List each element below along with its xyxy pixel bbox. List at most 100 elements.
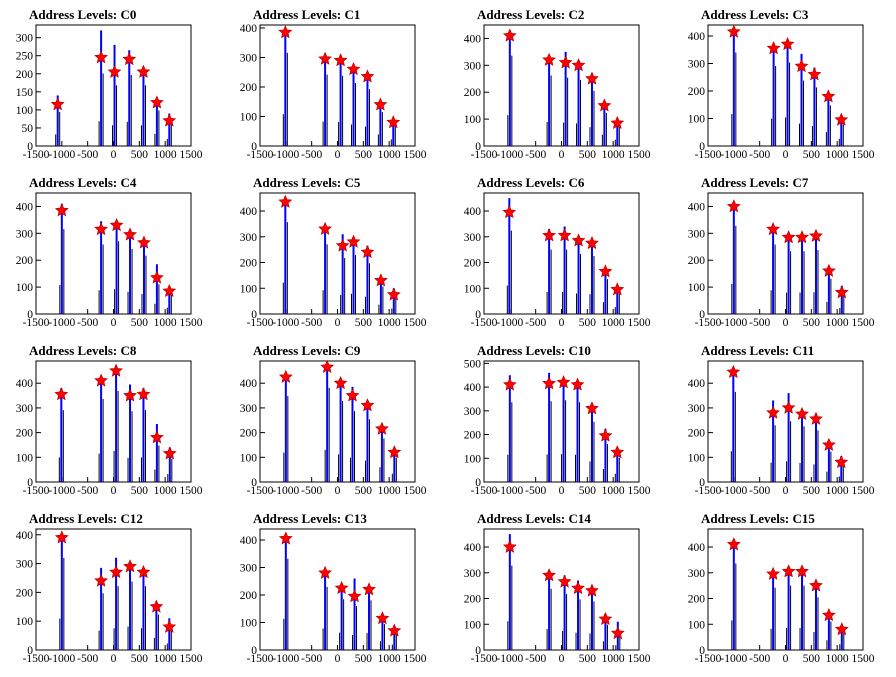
peak-marker [571, 580, 585, 595]
x-tick-label: 1000 [154, 485, 177, 497]
y-tick-label: 200 [688, 255, 706, 267]
x-tick-label: 1000 [602, 317, 625, 329]
peak-marker [726, 24, 741, 38]
peak-marker [821, 89, 836, 103]
peak-marker [94, 50, 108, 64]
x-tick-label: -1000 [496, 485, 523, 497]
panel-c8: Address Levels: C8 0 100 200 300 400 -1500-100… [16, 343, 203, 497]
x-tick-label: -1500 [695, 653, 722, 665]
x-tick-label: 500 [803, 485, 821, 497]
panel-title: Address Levels: C2 [477, 7, 584, 22]
peak-marker [585, 401, 599, 415]
peak-marker [502, 539, 517, 553]
x-tick-label: -1000 [496, 653, 523, 665]
peak-marker [109, 363, 123, 377]
peak-marker [610, 282, 625, 296]
x-tick-label: -500 [301, 653, 322, 665]
y-tick-label: 100 [240, 111, 258, 123]
x-tick-label: -500 [301, 485, 322, 497]
peak-marker [386, 115, 401, 129]
y-tick-label: 100 [240, 452, 258, 464]
x-tick-label: 1000 [826, 317, 849, 329]
peak-marker [610, 115, 625, 130]
peak-marker [318, 221, 332, 235]
y-tick-label: 300 [464, 568, 482, 580]
peak-marker [346, 234, 361, 248]
peak-marker [386, 287, 401, 301]
peak-marker [502, 377, 517, 391]
peak-marker [822, 437, 836, 451]
peak-marker [794, 58, 809, 73]
y-tick-label: 0 [251, 477, 257, 489]
panel-c7: Address Levels: C7 0 100 200 300 400 -1500-100… [688, 175, 875, 329]
y-tick-label: 400 [464, 542, 482, 554]
y-tick-label: 0 [27, 309, 33, 321]
y-tick-label: 300 [16, 228, 34, 240]
x-tick-label: 1500 [404, 485, 427, 497]
peak-marker [362, 582, 376, 596]
x-tick-label: -500 [77, 653, 98, 665]
peak-marker [162, 113, 177, 127]
x-tick-label: 0 [783, 653, 789, 665]
y-tick-label: 300 [688, 403, 706, 415]
x-tick-label: -500 [77, 149, 98, 161]
x-tick-label: -1000 [272, 149, 299, 161]
peak-marker [318, 565, 332, 579]
x-tick-label: 1500 [628, 149, 651, 161]
y-tick-label: 0 [27, 645, 33, 657]
y-tick-label: 250 [16, 51, 34, 63]
x-tick-label: -1500 [23, 149, 50, 161]
x-tick-label: -500 [525, 317, 546, 329]
x-tick-label: 500 [355, 485, 373, 497]
x-tick-label: -1500 [471, 653, 498, 665]
y-tick-label: 300 [16, 559, 34, 571]
plot-frame [35, 528, 192, 651]
panel-title: Address Levels: C9 [253, 343, 361, 358]
y-tick-label: 150 [16, 87, 34, 99]
x-tick-label: 500 [355, 653, 373, 665]
x-tick-label: 0 [559, 317, 565, 329]
y-tick-label: 100 [464, 283, 482, 295]
x-tick-label: -500 [749, 149, 770, 161]
x-tick-label: -1500 [695, 149, 722, 161]
peak-marker [387, 623, 402, 637]
peak-marker [334, 580, 349, 594]
peak-marker [375, 611, 390, 625]
y-tick-label: 100 [688, 114, 706, 126]
panel-c9: Address Levels: C9 0 100 200 300 400 -1500-100… [240, 343, 427, 497]
panel-title: Address Levels: C4 [29, 175, 137, 190]
peak-marker [123, 227, 137, 241]
peak-marker [809, 578, 823, 592]
y-tick-label: 200 [464, 258, 482, 270]
x-tick-label: -500 [77, 317, 98, 329]
y-tick-label: 400 [688, 542, 706, 554]
peak-marker [570, 377, 585, 391]
panel-c1: Address Levels: C1 0 100 200 300 400 -1500-100… [240, 7, 427, 161]
y-tick-label: 200 [240, 82, 258, 94]
peak-marker [795, 564, 809, 578]
x-tick-label: 0 [783, 149, 789, 161]
peak-marker [726, 364, 741, 378]
peak-marker [781, 230, 796, 244]
x-tick-label: 500 [131, 317, 149, 329]
y-tick-label: 200 [464, 430, 482, 442]
y-tick-label: 300 [16, 33, 34, 45]
y-tick-label: 300 [16, 403, 34, 415]
peak-marker [795, 230, 809, 244]
x-tick-label: 1000 [378, 485, 401, 497]
x-tick-label: -1000 [496, 317, 523, 329]
x-tick-label: 1500 [404, 653, 427, 665]
peak-marker [123, 559, 137, 573]
peak-marker [150, 430, 164, 444]
y-tick-label: 300 [464, 60, 482, 72]
y-tick-label: 100 [240, 618, 258, 630]
peak-marker [766, 405, 780, 419]
x-tick-label: -1500 [247, 485, 274, 497]
peak-marker [542, 568, 556, 582]
peak-marker [54, 387, 69, 401]
peak-marker [542, 52, 556, 66]
panel-c0: Address Levels: C0 0 50 100 150 200 250 300 -150… [16, 7, 203, 161]
y-tick-label: 100 [16, 616, 34, 628]
peak-marker [94, 573, 108, 587]
